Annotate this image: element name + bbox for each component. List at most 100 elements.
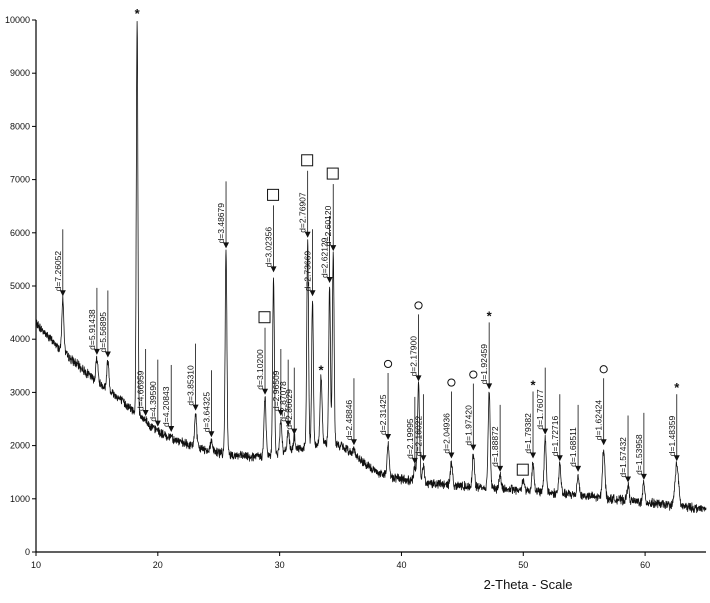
y-ticks: 0 1000 2000 3000 4000 5000 6000 7000 8000 9000 100…	[5, 15, 36, 557]
peak-d-label: d=7.26052	[53, 251, 63, 292]
peak-d-label: d=2.62129	[320, 237, 330, 278]
x-tick-label: 10	[31, 560, 41, 570]
peak-annotation: d=2.62129	[320, 216, 333, 283]
peak-d-label: d=1.48359	[667, 416, 677, 457]
phase-square-symbol	[258, 311, 271, 324]
x-tick-label: 50	[518, 560, 528, 570]
peak-annotation: d=3.02356	[264, 188, 280, 273]
peak-annotation: d=2.16022	[413, 394, 427, 462]
peak-annotation: d=4.39590	[148, 359, 161, 427]
phase-star-symbol: *	[674, 380, 680, 395]
peak-marker-arrow	[93, 348, 100, 355]
phase-square-symbol	[267, 188, 280, 201]
y-tick-label: 4000	[10, 334, 30, 344]
peak-annotation: d=7.26052	[53, 229, 66, 297]
peak-annotation: d=1.72716	[550, 394, 563, 462]
peak-marker-arrow	[277, 410, 284, 416]
peak-d-label: d=2.87078	[278, 381, 288, 422]
peak-annotation: d=1.88872	[490, 404, 504, 472]
phase-circle-symbol	[447, 378, 456, 387]
peak-d-label: d=4.20843	[161, 386, 171, 427]
y-tick-label: 9000	[10, 68, 30, 78]
phase-circle-symbol	[383, 359, 393, 369]
peak-marker-arrow	[385, 433, 392, 440]
x-axis-label: 2-Theta - Scale	[484, 577, 573, 592]
x-tick-label: 60	[640, 560, 650, 570]
peak-d-label: d=5.56895	[98, 312, 108, 353]
peak-marker-arrow	[497, 465, 504, 472]
peak-marker-arrow	[600, 439, 607, 446]
peak-d-label: d=2.04936	[441, 413, 451, 454]
peak-d-label: d=1.79382	[523, 413, 533, 454]
peak-d-label: d=2.86629	[284, 389, 294, 430]
peak-annotation: d=1.48359 *	[667, 380, 680, 462]
peak-marker-arrow	[530, 452, 537, 459]
peak-marker-arrow	[291, 428, 298, 435]
peak-annotation: d=2.86629	[284, 367, 298, 435]
peak-annotation: d=2.60120	[323, 167, 339, 252]
y-tick-label: 1000	[10, 494, 30, 504]
peak-annotation: d=4.20843	[161, 364, 175, 432]
peak-annotation: d=3.64325	[201, 370, 215, 438]
phase-star-symbol: *	[530, 378, 536, 393]
peak-marker-arrow	[142, 410, 149, 416]
peak-annotation: d=1.68511	[568, 404, 582, 472]
peak-d-label: d=4.39590	[148, 381, 158, 422]
peak-d-label: d=2.16022	[413, 416, 423, 457]
peak-annotation: d=5.56895	[98, 290, 111, 358]
peak-marker-arrow	[330, 245, 337, 252]
phase-circle-symbol	[599, 365, 608, 374]
peak-d-label: d=2.31425	[378, 394, 388, 435]
peak-marker-arrow	[556, 455, 563, 462]
peak-d-label: d=1.97420	[463, 405, 473, 446]
peak-marker-arrow	[673, 455, 680, 462]
peak-annotation: d=2.76907	[298, 154, 314, 238]
peak-d-label: d=3.10200	[255, 349, 265, 390]
peak-d-label: d=2.60120	[323, 205, 333, 246]
peak-d-label: d=1.68511	[568, 427, 578, 467]
peak-marker-arrow	[415, 375, 422, 382]
peak-d-label: d=2.76907	[298, 192, 308, 233]
diffraction-trace	[35, 21, 707, 514]
peak-d-label: d=3.85310	[186, 365, 196, 406]
phase-square-symbol	[301, 154, 314, 167]
peak-annotation: d=1.97420	[463, 370, 478, 451]
peak-annotation: d=2.31425	[378, 359, 393, 440]
peak-annotation: d=2.73669	[303, 229, 316, 297]
peak-d-label: d=3.64325	[201, 392, 211, 433]
peak-d-label: d=2.17900	[409, 336, 419, 377]
y-tick-label: 5000	[10, 281, 30, 291]
x-tick-label: 20	[153, 560, 163, 570]
peak-marker-arrow	[542, 428, 549, 435]
peak-annotation: d=5.91438	[87, 287, 100, 355]
peak-d-label: d=2.73669	[303, 251, 313, 292]
peak-marker-arrow	[104, 351, 111, 358]
peak-d-label: d=1.72716	[550, 416, 560, 457]
peak-marker-arrow	[270, 266, 277, 273]
peak-marker-arrow	[168, 425, 175, 432]
peak-marker-arrow	[411, 457, 418, 464]
peak-marker-arrow	[59, 290, 66, 297]
phase-circle-symbol	[414, 301, 423, 310]
x-ticks: 10 20 30 40 50 60	[31, 552, 650, 570]
phase-star-symbol: *	[319, 362, 325, 377]
peak-annotation: d=2.19995	[405, 396, 418, 464]
phase-star-symbol: *	[487, 308, 493, 323]
peak-marker-arrow	[154, 420, 161, 427]
phase-square-symbol	[326, 167, 339, 180]
peak-d-label: d=1.57432	[618, 437, 628, 478]
peak-marker-arrow	[470, 444, 477, 451]
peak-d-label: d=3.02356	[264, 227, 274, 268]
peak-marker-arrow	[326, 277, 333, 283]
peak-marker-arrow	[223, 242, 230, 249]
peak-annotation: d=1.79382 *	[523, 378, 536, 459]
peak-annotation: d=1.76077	[535, 367, 549, 435]
y-tick-label: 7000	[10, 175, 30, 185]
y-tick-label: 6000	[10, 228, 30, 238]
peak-annotation: d=4.66959	[136, 349, 149, 416]
peak-annotation: d=2.04936	[441, 378, 456, 459]
peak-d-label: d=2.96509	[271, 370, 281, 411]
peak-marker-arrow	[448, 452, 455, 459]
